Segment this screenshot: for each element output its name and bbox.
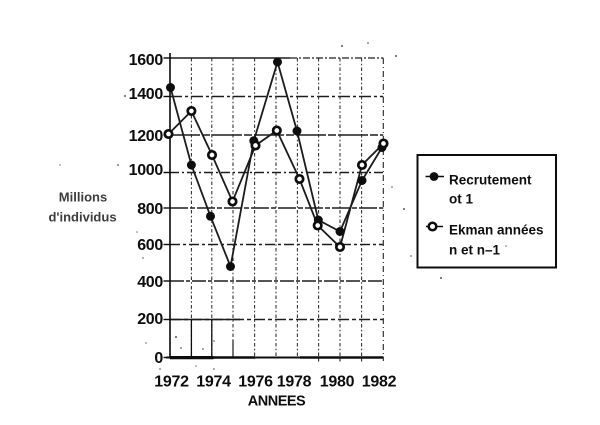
svg-text:600: 600 — [137, 237, 163, 254]
svg-text:Ekman années: Ekman années — [449, 223, 544, 238]
svg-text:Recrutement: Recrutement — [449, 173, 532, 188]
svg-text:d'individus: d'individus — [48, 210, 116, 225]
svg-text:1976: 1976 — [238, 374, 273, 391]
svg-text:0: 0 — [154, 350, 163, 367]
svg-text:1978: 1978 — [277, 374, 312, 391]
svg-text:Millions: Millions — [59, 190, 107, 205]
svg-text:n et n–1: n et n–1 — [449, 243, 501, 258]
svg-text:1600: 1600 — [129, 52, 164, 69]
svg-text:1980: 1980 — [320, 374, 355, 391]
svg-text:1972: 1972 — [154, 374, 189, 391]
svg-text:800: 800 — [137, 201, 163, 218]
svg-text:1982: 1982 — [362, 374, 397, 391]
svg-text:1974: 1974 — [196, 374, 231, 391]
svg-text:1400: 1400 — [129, 86, 164, 103]
svg-text:ANNEES: ANNEES — [248, 394, 306, 410]
svg-text:ot 1: ot 1 — [449, 192, 473, 207]
svg-text:1200: 1200 — [129, 128, 164, 145]
svg-text:1000: 1000 — [129, 162, 164, 179]
svg-text:200: 200 — [137, 311, 163, 328]
svg-text:400: 400 — [137, 274, 163, 291]
